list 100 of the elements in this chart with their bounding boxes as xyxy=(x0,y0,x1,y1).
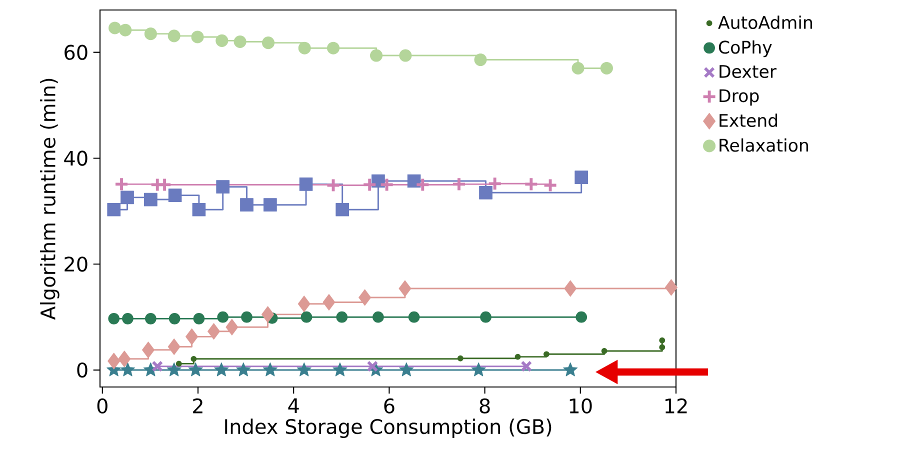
point xyxy=(564,280,577,297)
point xyxy=(214,362,229,376)
point xyxy=(114,176,129,192)
point xyxy=(487,176,502,192)
x-tick-label: 2 xyxy=(193,398,202,414)
legend-label: Dexter xyxy=(720,65,777,78)
point xyxy=(399,362,414,376)
point xyxy=(407,174,421,188)
point xyxy=(240,198,254,212)
y-tick-label: 40 xyxy=(64,150,88,166)
point xyxy=(120,190,134,204)
point xyxy=(168,313,180,324)
point xyxy=(479,186,492,200)
point xyxy=(659,344,666,350)
point xyxy=(327,42,340,54)
y-tick-label: 60 xyxy=(64,44,88,60)
point xyxy=(524,176,539,192)
point xyxy=(399,49,412,62)
point xyxy=(299,178,313,191)
point xyxy=(296,362,312,376)
point xyxy=(600,62,613,74)
point xyxy=(576,311,588,323)
y-axis-title: Algorithm runtime (min) xyxy=(40,78,60,320)
x-tick-label: 4 xyxy=(288,398,299,413)
point xyxy=(107,202,121,216)
point xyxy=(216,34,228,47)
point xyxy=(190,356,197,362)
legend-label: Extend xyxy=(720,114,778,128)
point xyxy=(176,360,182,367)
point xyxy=(520,360,532,372)
point xyxy=(514,354,521,360)
x-tick-label: 8 xyxy=(480,398,490,414)
point xyxy=(542,178,558,193)
point xyxy=(298,42,311,54)
point xyxy=(379,177,394,192)
point xyxy=(108,352,120,370)
point xyxy=(408,311,420,323)
point xyxy=(262,362,278,376)
point xyxy=(108,313,120,324)
point xyxy=(264,198,277,212)
point xyxy=(236,362,251,376)
x-tick-label: 10 xyxy=(570,398,592,414)
point xyxy=(168,30,180,42)
x-tick-label: 12 xyxy=(665,398,687,414)
point xyxy=(543,351,550,358)
point xyxy=(336,311,348,323)
point xyxy=(208,323,220,340)
point xyxy=(144,192,158,206)
point xyxy=(362,177,378,192)
point xyxy=(415,177,430,192)
point xyxy=(168,188,182,202)
point xyxy=(166,362,182,376)
point xyxy=(108,22,122,34)
point xyxy=(145,313,156,324)
legend-label: Drop xyxy=(720,89,759,106)
point xyxy=(664,279,678,296)
point xyxy=(217,311,229,323)
point xyxy=(186,328,198,345)
point xyxy=(191,30,204,44)
point xyxy=(262,36,275,50)
point xyxy=(188,362,203,376)
y-tick-label: 20 xyxy=(64,256,88,272)
x-tick-label: 6 xyxy=(384,398,394,414)
point xyxy=(572,62,584,74)
point xyxy=(659,337,666,344)
point xyxy=(326,178,341,193)
point xyxy=(118,350,131,368)
legend-label: CoPhy xyxy=(718,40,772,58)
point xyxy=(358,289,372,306)
point xyxy=(474,53,487,66)
point xyxy=(574,170,588,184)
point xyxy=(193,313,205,324)
point xyxy=(336,202,350,216)
x-tick-label: 0 xyxy=(97,398,108,414)
point xyxy=(168,338,180,356)
point xyxy=(152,360,164,372)
point xyxy=(262,306,274,323)
point xyxy=(398,280,412,297)
point xyxy=(452,176,466,192)
point xyxy=(332,362,348,376)
point xyxy=(142,342,155,358)
point xyxy=(300,311,312,323)
point xyxy=(216,180,230,194)
point xyxy=(563,362,578,376)
point xyxy=(457,355,464,362)
point xyxy=(144,28,157,40)
point xyxy=(366,360,378,372)
point xyxy=(241,311,252,323)
point xyxy=(234,35,246,48)
legend-label: AutoAdmin xyxy=(718,16,812,30)
point xyxy=(372,311,384,323)
point xyxy=(119,24,132,36)
point xyxy=(322,294,336,311)
point xyxy=(298,296,310,312)
legend-label: Relaxation xyxy=(720,138,808,152)
point xyxy=(226,318,238,336)
point xyxy=(120,362,135,376)
point xyxy=(471,362,486,376)
point xyxy=(480,311,492,323)
point xyxy=(122,313,134,324)
